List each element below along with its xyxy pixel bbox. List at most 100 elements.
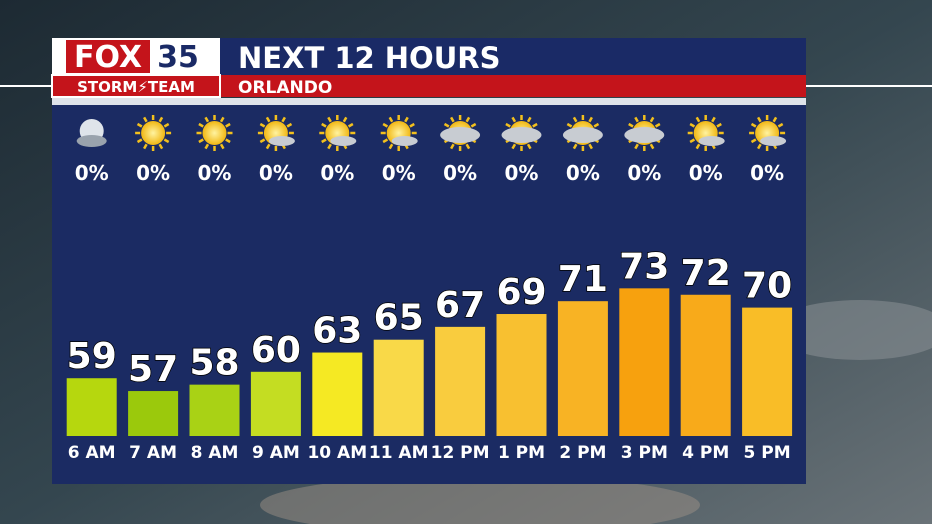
team-box: [51, 74, 221, 98]
bar: [66, 378, 117, 436]
title-bar: [220, 38, 806, 75]
sun-ray: [777, 122, 784, 128]
sun-ray: [711, 116, 716, 123]
sun-icon: [141, 121, 166, 145]
bar: [557, 301, 608, 436]
sun-ray: [443, 122, 450, 128]
sun-ray: [695, 116, 701, 123]
bar: [742, 307, 793, 436]
value-label: 71: [558, 259, 608, 300]
x-tick-label: 1 PM: [498, 443, 545, 463]
sun-ray: [321, 122, 327, 128]
value-label: 65: [374, 298, 424, 339]
cloud-icon: [501, 127, 542, 143]
precip-label: 0%: [75, 161, 109, 185]
chart-title: NEXT 12 HOURS: [238, 41, 500, 75]
sun-ray: [526, 143, 532, 150]
sun-ray: [382, 122, 389, 128]
sun-ray: [347, 122, 354, 128]
sun-ray: [321, 138, 327, 144]
sun-ray: [689, 138, 696, 144]
sun-ray: [465, 116, 471, 123]
sun-ray: [286, 122, 293, 128]
sun-ray: [327, 116, 332, 123]
x-tick-label: 10 AM: [307, 443, 367, 463]
sun-ray: [511, 143, 517, 150]
value-label: 69: [496, 272, 546, 313]
x-tick-label: 12 PM: [431, 443, 490, 463]
precip-label: 0%: [443, 161, 477, 185]
sun-ray: [465, 143, 471, 150]
sun-ray: [265, 143, 271, 150]
precip-label: 0%: [198, 161, 232, 185]
sun-ray: [158, 143, 164, 150]
cloud-icon: [76, 135, 107, 147]
sun-ray: [588, 116, 593, 123]
bar: [496, 314, 547, 436]
sun-icon: [202, 121, 227, 145]
x-tick-label: 4 PM: [682, 443, 729, 463]
bar: [312, 352, 363, 436]
sun-ray: [204, 116, 210, 123]
x-tick-label: 5 PM: [744, 443, 791, 463]
cloud-bg: [260, 475, 700, 528]
x-tick-label: 7 AM: [129, 443, 177, 463]
cloud-icon: [760, 136, 787, 146]
sun-ray: [342, 116, 348, 123]
value-label: 57: [128, 349, 178, 390]
bar: [128, 391, 179, 436]
precip-label: 0%: [750, 161, 784, 185]
sun-ray: [649, 116, 655, 123]
sun-ray: [750, 138, 757, 144]
sun-ray: [136, 122, 143, 128]
sun-ray: [382, 138, 389, 144]
sun-ray: [588, 143, 593, 150]
brand: FOX: [74, 40, 142, 75]
value-label: 72: [681, 253, 731, 294]
x-tick-label: 6 AM: [68, 443, 116, 463]
sun-ray: [163, 122, 170, 128]
sun-ray: [511, 116, 517, 123]
x-tick-label: 9 AM: [252, 443, 300, 463]
sun-ray: [219, 116, 225, 123]
sun-ray: [634, 143, 639, 150]
cloud-icon: [624, 127, 665, 143]
sun-ray: [572, 116, 578, 123]
chart-subtitle: ORLANDO: [238, 78, 332, 98]
sun-ray: [505, 122, 511, 128]
precip-label: 0%: [566, 161, 600, 185]
sun-ray: [750, 122, 757, 128]
sun-ray: [259, 138, 266, 144]
x-tick-label: 8 AM: [191, 443, 239, 463]
sun-ray: [225, 138, 231, 144]
cloud-icon: [698, 136, 725, 146]
precip-label: 0%: [382, 161, 416, 185]
sun-ray: [470, 122, 477, 128]
sun-ray: [204, 143, 210, 150]
sun-ray: [198, 138, 204, 144]
sun-ray: [654, 122, 661, 128]
precip-label: 0%: [259, 161, 293, 185]
cloud-icon: [440, 127, 481, 143]
panel-edge: [52, 98, 806, 105]
sun-ray: [593, 122, 600, 128]
bar: [250, 371, 301, 436]
value-label: 59: [67, 336, 117, 377]
sun-ray: [634, 116, 639, 123]
sun-ray: [450, 143, 455, 150]
sun-ray: [281, 116, 286, 123]
precip-label: 0%: [136, 161, 170, 185]
sun-ray: [450, 116, 455, 123]
brand-number: 35: [157, 40, 199, 75]
sun-ray: [158, 116, 164, 123]
subtitle-bar: [220, 75, 806, 97]
sun-ray: [198, 122, 204, 128]
logo-red: [66, 40, 150, 73]
x-tick-label: 2 PM: [559, 443, 606, 463]
cloud-icon: [562, 127, 603, 143]
sun-ray: [327, 143, 332, 150]
bar: [680, 294, 731, 436]
sun-ray: [143, 116, 148, 123]
